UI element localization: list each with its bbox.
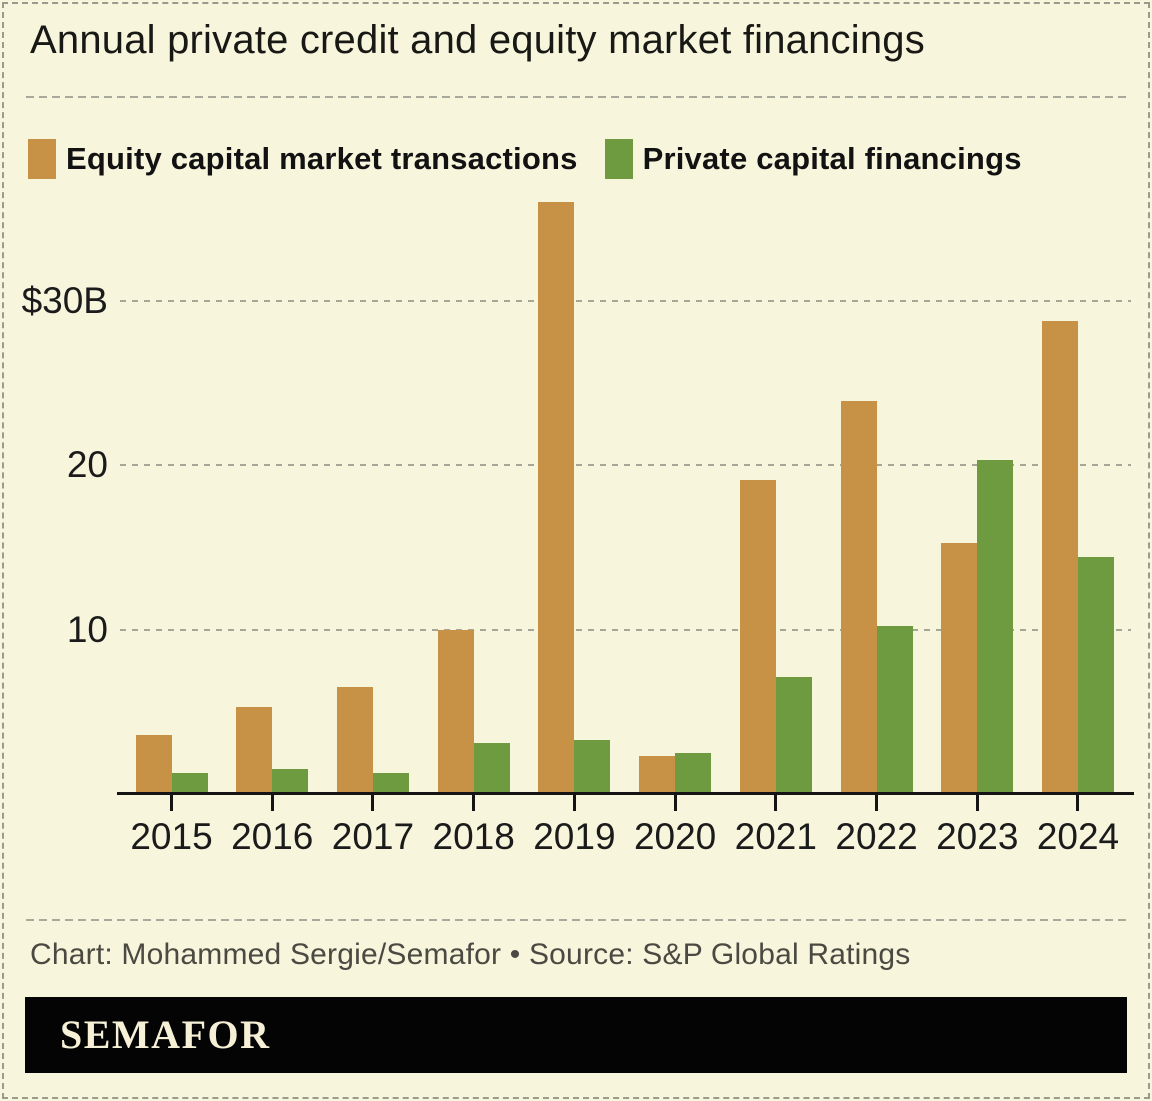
bar-2023-private bbox=[977, 460, 1014, 794]
bar-2024-private bbox=[1077, 557, 1114, 794]
legend-swatch-equity bbox=[28, 139, 56, 179]
x-tick-2018 bbox=[472, 794, 476, 811]
gridline-20 bbox=[120, 464, 1131, 467]
bar-2016-equity bbox=[236, 706, 273, 794]
x-tick-2022 bbox=[875, 794, 879, 811]
plot-area: 10 20 $30B 2015 2016 2017 2018 2019 2020 2021 2022… bbox=[22, 190, 1134, 857]
x-label-2023: 2023 bbox=[936, 816, 1019, 857]
bar-2022-equity bbox=[840, 401, 877, 794]
bar-2017-equity bbox=[336, 687, 373, 794]
x-tick-2021 bbox=[774, 794, 778, 811]
bar-2018-equity bbox=[437, 629, 474, 794]
legend-item-equity: Equity capital market transactions bbox=[28, 139, 578, 179]
x-tick-2016 bbox=[270, 794, 274, 811]
bar-2023-equity bbox=[941, 542, 978, 794]
bar-2015-equity bbox=[135, 734, 172, 794]
x-tick-2024 bbox=[1076, 794, 1080, 811]
y-tick-label-10: 10 bbox=[66, 608, 108, 650]
x-label-2019: 2019 bbox=[533, 816, 616, 857]
legend-label-equity: Equity capital market transactions bbox=[66, 141, 578, 176]
x-tick-2023 bbox=[975, 794, 979, 811]
legend-label-private: Private capital financings bbox=[642, 141, 1022, 176]
x-label-2022: 2022 bbox=[835, 816, 918, 857]
gridline-10 bbox=[120, 628, 1131, 631]
bar-2022-private bbox=[876, 626, 913, 794]
x-label-2020: 2020 bbox=[633, 816, 717, 857]
x-label-2024: 2024 bbox=[1036, 816, 1120, 857]
bar-2019-private bbox=[574, 739, 611, 794]
x-label-2015: 2015 bbox=[130, 816, 213, 857]
x-tick-2015 bbox=[170, 794, 173, 811]
chart-title: Annual private credit and equity market … bbox=[30, 18, 925, 62]
credit-line: Chart: Mohammed Sergie/Semafor • Source:… bbox=[30, 938, 911, 971]
x-tick-2017 bbox=[371, 794, 375, 811]
y-tick-label-20: 20 bbox=[66, 444, 108, 486]
x-label-2018: 2018 bbox=[432, 816, 515, 857]
x-label-2017: 2017 bbox=[331, 816, 415, 857]
legend: Equity capital market transactions Priva… bbox=[28, 139, 1022, 179]
legend-swatch-private bbox=[604, 139, 633, 179]
x-label-2016: 2016 bbox=[231, 816, 314, 857]
bottom-separator bbox=[26, 919, 1126, 921]
x-tick-2019 bbox=[572, 794, 576, 811]
brand-bar: SEMAFOR bbox=[25, 997, 1127, 1073]
x-tick-2020 bbox=[673, 794, 677, 811]
bar-2021-private bbox=[775, 677, 812, 794]
bar-2016-private bbox=[272, 769, 309, 794]
x-label-2021: 2021 bbox=[734, 816, 817, 857]
bar-2024-equity bbox=[1041, 320, 1078, 794]
bar-2018-private bbox=[473, 743, 510, 794]
bar-2019-equity bbox=[538, 202, 575, 794]
y-tick-label-30: $30B bbox=[21, 279, 108, 321]
bar-2020-private bbox=[675, 752, 712, 794]
bar-2020-equity bbox=[639, 756, 676, 794]
bar-2015-private bbox=[171, 772, 208, 794]
top-separator bbox=[26, 96, 1126, 98]
bar-2021-equity bbox=[739, 480, 776, 794]
semafor-logo: SEMAFOR bbox=[60, 1012, 271, 1057]
x-axis-line bbox=[117, 792, 1134, 795]
legend-item-private: Private capital financings bbox=[604, 139, 1022, 179]
gridline-30 bbox=[120, 299, 1131, 302]
bar-2017-private bbox=[372, 772, 409, 794]
